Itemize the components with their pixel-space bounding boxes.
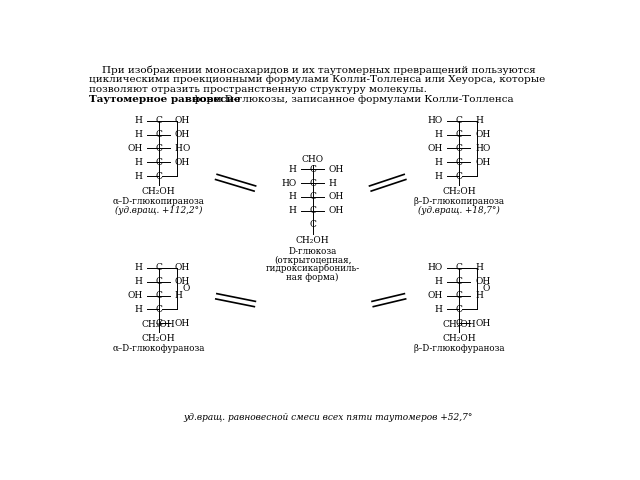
Text: C: C — [309, 220, 316, 229]
Text: C: C — [456, 264, 462, 272]
Text: C: C — [309, 192, 316, 202]
Text: β–D-глюкофураноза: β–D-глюкофураноза — [413, 344, 505, 353]
Text: C: C — [155, 277, 162, 286]
Text: C: C — [456, 277, 462, 286]
Text: OH: OH — [175, 158, 190, 167]
Text: O: O — [483, 144, 490, 153]
Text: D-глюкоза: D-глюкоза — [289, 247, 337, 256]
Text: (уд.вращ. +18,7°): (уд.вращ. +18,7°) — [418, 205, 500, 215]
Text: C: C — [456, 158, 462, 167]
Text: OH: OH — [475, 158, 490, 167]
Text: C: C — [155, 116, 162, 125]
Text: OH: OH — [475, 277, 490, 286]
Text: C: C — [309, 206, 316, 216]
Text: α–D-глюкофураноза: α–D-глюкофураноза — [113, 344, 205, 353]
Text: OH: OH — [175, 319, 190, 328]
Text: O: O — [483, 284, 490, 293]
Text: H: H — [435, 277, 443, 286]
Text: OH: OH — [127, 291, 143, 300]
Text: CH₂OH: CH₂OH — [442, 334, 476, 343]
Text: OH: OH — [175, 116, 190, 125]
Text: H: H — [175, 144, 182, 153]
Text: β–D-глюкопираноза: β–D-глюкопираноза — [413, 197, 504, 206]
Text: C: C — [155, 319, 162, 328]
Text: O: O — [182, 284, 190, 293]
Text: OH: OH — [428, 144, 443, 153]
Text: CH₂OH: CH₂OH — [442, 320, 476, 329]
Text: O: O — [182, 144, 190, 153]
Text: C: C — [155, 172, 162, 180]
Text: CH₂OH: CH₂OH — [142, 320, 175, 329]
Text: C: C — [456, 319, 462, 328]
Text: CHO: CHO — [301, 155, 324, 164]
Text: C: C — [456, 144, 462, 153]
Text: C: C — [155, 305, 162, 314]
Text: H: H — [134, 158, 143, 167]
Text: C: C — [456, 130, 462, 139]
Text: C: C — [456, 291, 462, 300]
Text: При изображении моносахаридов и их таутомерных превращений пользуются: При изображении моносахаридов и их тауто… — [90, 65, 536, 75]
Text: OH: OH — [475, 130, 490, 139]
Text: форм D-глюкозы, записанное формулами Колли-Толленса: форм D-глюкозы, записанное формулами Кол… — [189, 96, 514, 104]
Text: C: C — [155, 144, 162, 153]
Text: H: H — [134, 305, 143, 314]
Text: H: H — [134, 116, 143, 125]
Text: H: H — [435, 172, 443, 180]
Text: OH: OH — [428, 291, 443, 300]
Text: C: C — [155, 158, 162, 167]
Text: циклическими проекционными формулами Колли-Толленса или Хеуорса, которые: циклическими проекционными формулами Кол… — [90, 75, 545, 84]
Text: C: C — [309, 165, 316, 174]
Text: HO: HO — [428, 116, 443, 125]
Text: ная форма): ная форма) — [286, 273, 339, 282]
Text: H: H — [134, 277, 143, 286]
Text: H: H — [289, 206, 296, 216]
Text: OH: OH — [475, 319, 490, 328]
Text: C: C — [456, 305, 462, 314]
Text: OH: OH — [329, 192, 344, 202]
Text: CH₂OH: CH₂OH — [296, 236, 330, 245]
Text: H: H — [134, 130, 143, 139]
Text: C: C — [456, 172, 462, 180]
Text: OH: OH — [175, 277, 190, 286]
Text: HO: HO — [281, 179, 296, 188]
Text: OH: OH — [175, 130, 190, 139]
Text: H: H — [289, 192, 296, 202]
Text: α–D-глюкопираноза: α–D-глюкопираноза — [113, 197, 205, 206]
Text: C: C — [309, 179, 316, 188]
Text: OH: OH — [175, 264, 190, 272]
Text: H: H — [289, 165, 296, 174]
Text: CH₂OH: CH₂OH — [142, 187, 175, 196]
Text: H: H — [475, 264, 483, 272]
Text: C: C — [155, 291, 162, 300]
Text: H: H — [329, 179, 337, 188]
Text: уд.вращ. равновесной смеси всех пяти таутомеров +52,7°: уд.вращ. равновесной смеси всех пяти тау… — [183, 413, 473, 422]
Text: (открытоцепная,: (открытоцепная, — [274, 255, 351, 264]
Text: OH: OH — [329, 206, 344, 216]
Text: H: H — [435, 158, 443, 167]
Text: Таутомерное равновесие: Таутомерное равновесие — [90, 96, 241, 104]
Text: OH: OH — [127, 144, 143, 153]
Text: гидроксикарбониль-: гидроксикарбониль- — [266, 264, 360, 273]
Text: H: H — [475, 291, 483, 300]
Text: H: H — [134, 264, 143, 272]
Text: H: H — [435, 305, 443, 314]
Text: C: C — [456, 116, 462, 125]
Text: CH₂OH: CH₂OH — [142, 334, 175, 343]
Text: H: H — [475, 116, 483, 125]
Text: (уд.вращ. +112,2°): (уд.вращ. +112,2°) — [115, 205, 202, 215]
Text: H: H — [134, 172, 143, 180]
Text: HO: HO — [428, 264, 443, 272]
Text: позволяют отразить пространственную структуру молекулы.: позволяют отразить пространственную стру… — [90, 85, 427, 95]
Text: C: C — [155, 130, 162, 139]
Text: OH: OH — [329, 165, 344, 174]
Text: H: H — [175, 291, 182, 300]
Text: CH₂OH: CH₂OH — [442, 187, 476, 196]
Text: H: H — [475, 144, 483, 153]
Text: C: C — [155, 264, 162, 272]
Text: H: H — [435, 130, 443, 139]
